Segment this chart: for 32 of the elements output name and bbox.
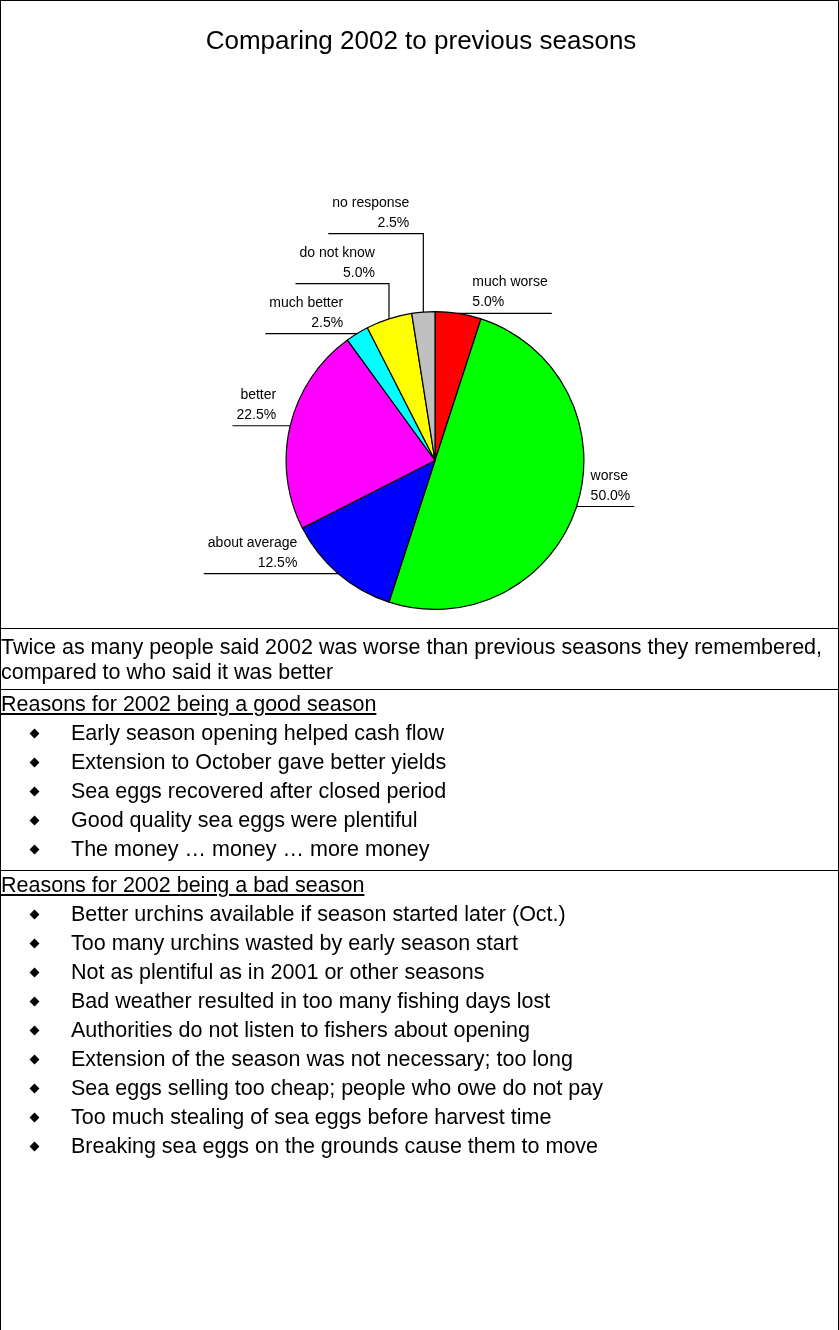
data-label: 5.0% (472, 293, 505, 310)
data-label: 2.5% (377, 213, 410, 230)
text: Reasons for 2002 being a bad season (1, 873, 366, 898)
text: Twice as many people said 2002 was worse than previous seasons they remembered, compared to who said it was better (1, 628, 838, 689)
slice-label: much better (269, 293, 344, 310)
data-label: 2.5% (311, 313, 344, 330)
slice-label: about average (207, 533, 298, 550)
text: Sea eggs selling too cheap; people who owe do not pay (71, 1076, 603, 1100)
text: The money … money … more money (71, 837, 430, 861)
slice-label: do not know (299, 243, 376, 260)
text: Extension of the season was not necessary; too long (71, 1047, 573, 1071)
text: Breaking sea eggs on the grounds cause them to move (71, 1134, 599, 1158)
text: Good quality sea eggs were plentiful (71, 808, 418, 832)
slice-label: much worse (472, 273, 548, 290)
text: Not as plentiful as in 2001 or other seasons (71, 960, 485, 984)
text: Extension to October gave better yields (71, 750, 447, 774)
text: Early season opening helped cash flow (71, 721, 444, 745)
text: Bad weather resulted in too many fishing days lost (71, 989, 551, 1013)
slice-label: worse (589, 466, 629, 483)
text: Better urchins available if season started later (Oct.) (71, 902, 566, 926)
slice-label: no response (332, 193, 410, 210)
text: Reasons for 2002 being a good season (1, 692, 378, 717)
slice-label: better (240, 385, 277, 402)
text: Too many urchins wasted by early season start (71, 931, 518, 955)
data-label: 22.5% (236, 405, 277, 422)
data-label: 50.0% (590, 486, 631, 503)
chart-title: Comparing 2002 to previous seasons (205, 25, 637, 55)
text: Too much stealing of sea eggs before harvest time (71, 1105, 552, 1129)
data-label: 5.0% (343, 263, 375, 280)
text: Sea eggs recovered after closed period (71, 779, 447, 803)
data-label: 12.5% (257, 553, 298, 570)
text: Authorities do not listen to fishers about opening (71, 1018, 530, 1042)
